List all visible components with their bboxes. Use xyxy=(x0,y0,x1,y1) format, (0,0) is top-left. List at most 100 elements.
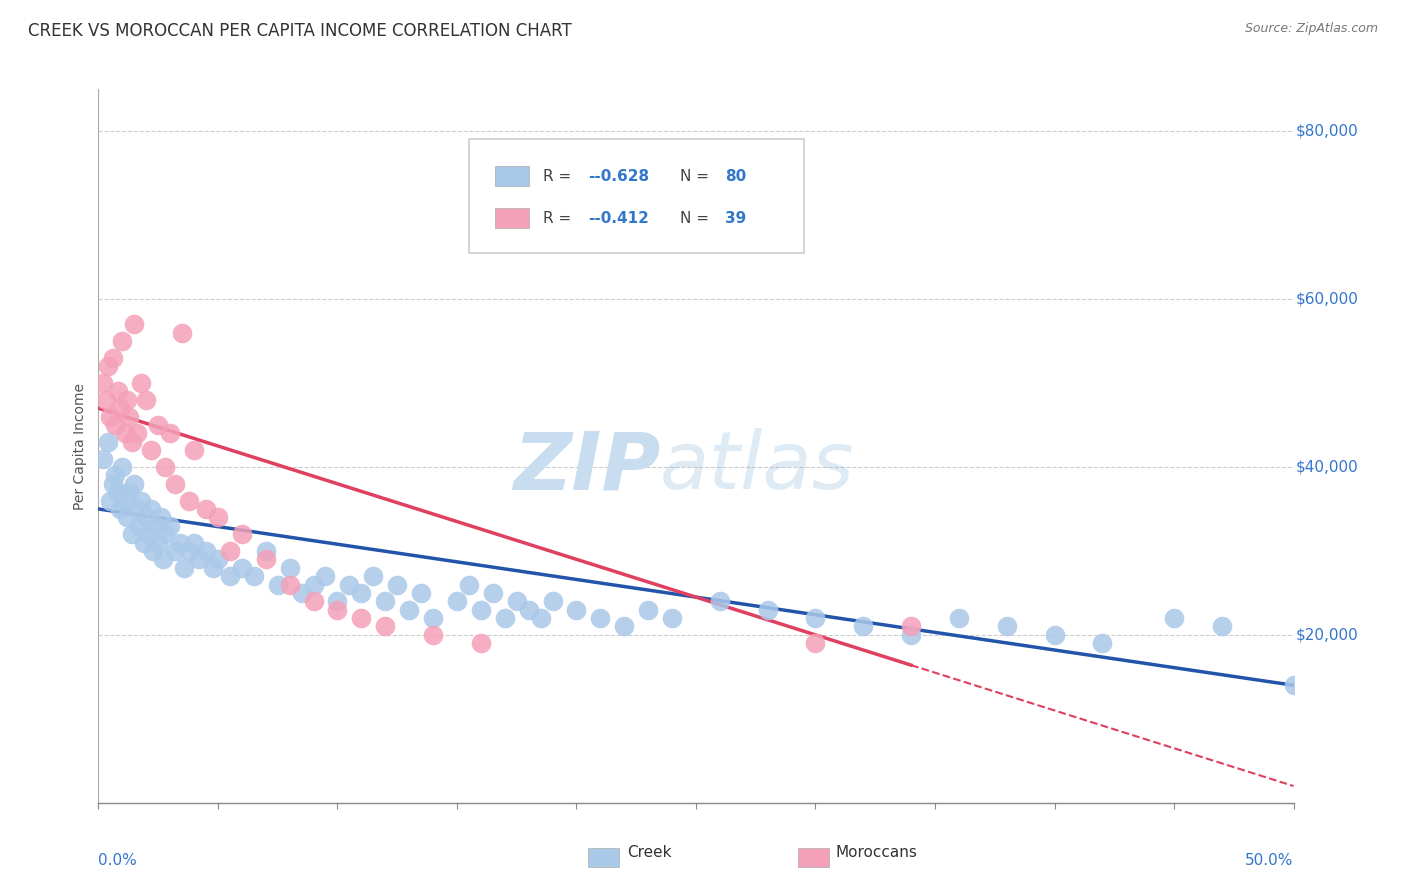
Point xyxy=(374,619,396,633)
Point xyxy=(709,594,731,608)
Text: R =: R = xyxy=(543,211,576,226)
Point xyxy=(852,619,875,633)
FancyBboxPatch shape xyxy=(495,208,529,228)
Point xyxy=(104,417,127,432)
Text: 39: 39 xyxy=(724,211,747,226)
Point xyxy=(385,577,409,591)
Point xyxy=(1211,619,1233,633)
Point xyxy=(128,518,150,533)
Point xyxy=(202,560,225,574)
Point xyxy=(756,603,779,617)
Text: R =: R = xyxy=(543,169,576,184)
Point xyxy=(1043,628,1066,642)
Point xyxy=(219,544,242,558)
Point xyxy=(254,544,277,558)
Point xyxy=(231,560,253,574)
Point xyxy=(135,510,157,524)
Point xyxy=(121,527,143,541)
Point xyxy=(187,552,209,566)
Point xyxy=(194,502,217,516)
Point xyxy=(1163,611,1185,625)
Point xyxy=(589,611,612,625)
Point xyxy=(115,392,138,407)
Point xyxy=(422,611,444,625)
Point xyxy=(302,577,325,591)
Text: Creek: Creek xyxy=(627,846,671,860)
FancyBboxPatch shape xyxy=(797,848,828,867)
Point xyxy=(125,426,148,441)
Point xyxy=(159,518,181,533)
Point xyxy=(350,586,373,600)
Text: CREEK VS MOROCCAN PER CAPITA INCOME CORRELATION CHART: CREEK VS MOROCCAN PER CAPITA INCOME CORR… xyxy=(28,22,572,40)
Point xyxy=(135,392,157,407)
Point xyxy=(529,611,551,625)
Point xyxy=(132,535,155,549)
Point xyxy=(302,594,325,608)
Point xyxy=(219,569,242,583)
Point xyxy=(179,493,201,508)
Point xyxy=(108,401,131,416)
Point xyxy=(101,351,124,365)
Point xyxy=(91,451,114,466)
Point xyxy=(446,594,468,608)
Point xyxy=(481,586,505,600)
Point xyxy=(124,476,146,491)
FancyBboxPatch shape xyxy=(495,166,529,186)
Point xyxy=(183,443,205,458)
Point xyxy=(470,636,492,650)
Point xyxy=(118,409,141,424)
Point xyxy=(114,426,136,441)
Point xyxy=(131,376,153,390)
Text: --0.628: --0.628 xyxy=(588,169,650,184)
Text: $80,000: $80,000 xyxy=(1296,124,1358,138)
Point xyxy=(804,636,827,650)
Point xyxy=(517,603,540,617)
Point xyxy=(108,502,131,516)
Point xyxy=(152,552,174,566)
FancyBboxPatch shape xyxy=(470,139,804,253)
FancyBboxPatch shape xyxy=(588,848,620,867)
Point xyxy=(374,594,396,608)
Point xyxy=(111,460,134,475)
Point xyxy=(97,359,120,374)
Point xyxy=(142,544,165,558)
Text: $40,000: $40,000 xyxy=(1296,459,1358,475)
Point xyxy=(900,628,922,642)
Text: $60,000: $60,000 xyxy=(1296,292,1358,307)
Point xyxy=(172,326,194,340)
Point xyxy=(111,334,134,348)
Point xyxy=(900,619,922,633)
Point xyxy=(155,527,177,541)
Point xyxy=(148,535,170,549)
Text: 0.0%: 0.0% xyxy=(98,853,138,868)
Point xyxy=(155,460,177,475)
Text: Source: ZipAtlas.com: Source: ZipAtlas.com xyxy=(1244,22,1378,36)
Point xyxy=(494,611,516,625)
Text: atlas: atlas xyxy=(661,428,855,507)
Point xyxy=(326,594,349,608)
Point xyxy=(804,611,827,625)
Point xyxy=(995,619,1018,633)
Text: N =: N = xyxy=(681,211,714,226)
Point xyxy=(91,376,114,390)
Point xyxy=(173,560,195,574)
Text: Moroccans: Moroccans xyxy=(835,846,918,860)
Point xyxy=(148,417,170,432)
Point xyxy=(121,434,143,449)
Point xyxy=(149,510,172,524)
Y-axis label: Per Capita Income: Per Capita Income xyxy=(73,383,87,509)
Point xyxy=(207,510,229,524)
Point xyxy=(565,603,588,617)
Point xyxy=(398,603,420,617)
Point xyxy=(470,603,492,617)
Point xyxy=(104,468,127,483)
Point xyxy=(315,569,337,583)
Point xyxy=(118,485,141,500)
Point xyxy=(637,603,659,617)
Point xyxy=(422,628,444,642)
Point xyxy=(541,594,564,608)
Point xyxy=(169,535,191,549)
Point xyxy=(231,527,253,541)
Point xyxy=(163,476,186,491)
Point xyxy=(207,552,229,566)
